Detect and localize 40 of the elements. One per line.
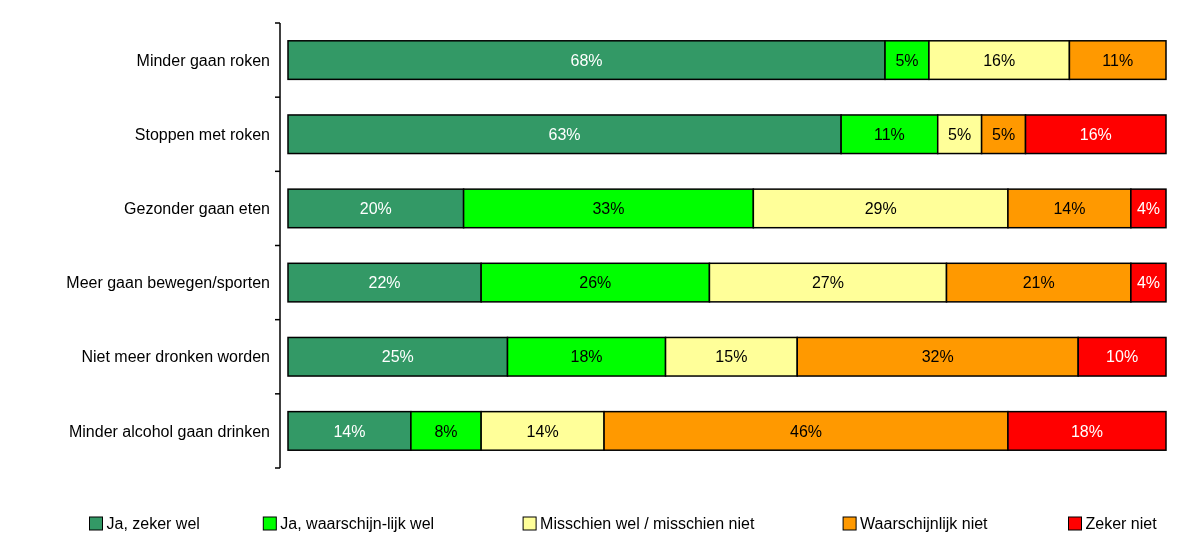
data-label: 16% (983, 51, 1016, 69)
y-tick-label: Meer gaan bewegen/sporten (66, 274, 270, 292)
data-label: 22% (368, 274, 401, 292)
legend-label: Ja, zeker wel (106, 515, 200, 532)
data-label: 14% (333, 422, 366, 440)
data-label: 29% (864, 200, 897, 218)
y-tick-label: Minder alcohol gaan drinken (68, 422, 270, 440)
legend-label: Ja, waarschijn-lijk wel (280, 515, 435, 532)
data-label: 8% (434, 422, 458, 440)
data-label: 11% (1102, 51, 1134, 69)
data-label: 16% (1079, 125, 1112, 143)
data-label: 4% (1136, 200, 1160, 218)
legend-label: Zeker niet (1085, 515, 1158, 532)
data-label: 11% (874, 125, 905, 143)
data-label: 46% (790, 422, 823, 440)
data-label: 15% (715, 348, 748, 366)
legend-label: Waarschijnlijk niet (860, 515, 989, 532)
data-label: 14% (526, 422, 559, 440)
data-label: 63% (548, 125, 581, 143)
data-label: 5% (895, 51, 919, 69)
data-label: 21% (1022, 274, 1055, 292)
data-label: 5% (992, 125, 1016, 143)
data-label: 32% (921, 348, 954, 366)
data-label: 27% (811, 274, 844, 292)
data-label: 14% (1053, 200, 1086, 218)
y-tick-label: Niet meer dronken worden (81, 348, 270, 366)
data-label: 18% (570, 348, 603, 366)
data-label: 20% (359, 200, 392, 218)
y-tick-label: Minder gaan roken (136, 51, 270, 69)
data-label: 68% (570, 51, 603, 69)
data-label: 33% (592, 200, 625, 218)
legend-label: Misschien wel / misschien niet (540, 515, 755, 532)
data-label: 4% (1136, 274, 1160, 292)
data-label: 18% (1070, 422, 1103, 440)
y-tick-label: Gezonder gaan eten (124, 200, 270, 218)
y-tick-label: Stoppen met roken (134, 125, 270, 143)
data-label: 26% (579, 274, 612, 292)
data-label: 25% (381, 348, 414, 366)
data-label: 10% (1106, 348, 1139, 366)
data-label: 5% (948, 125, 972, 143)
